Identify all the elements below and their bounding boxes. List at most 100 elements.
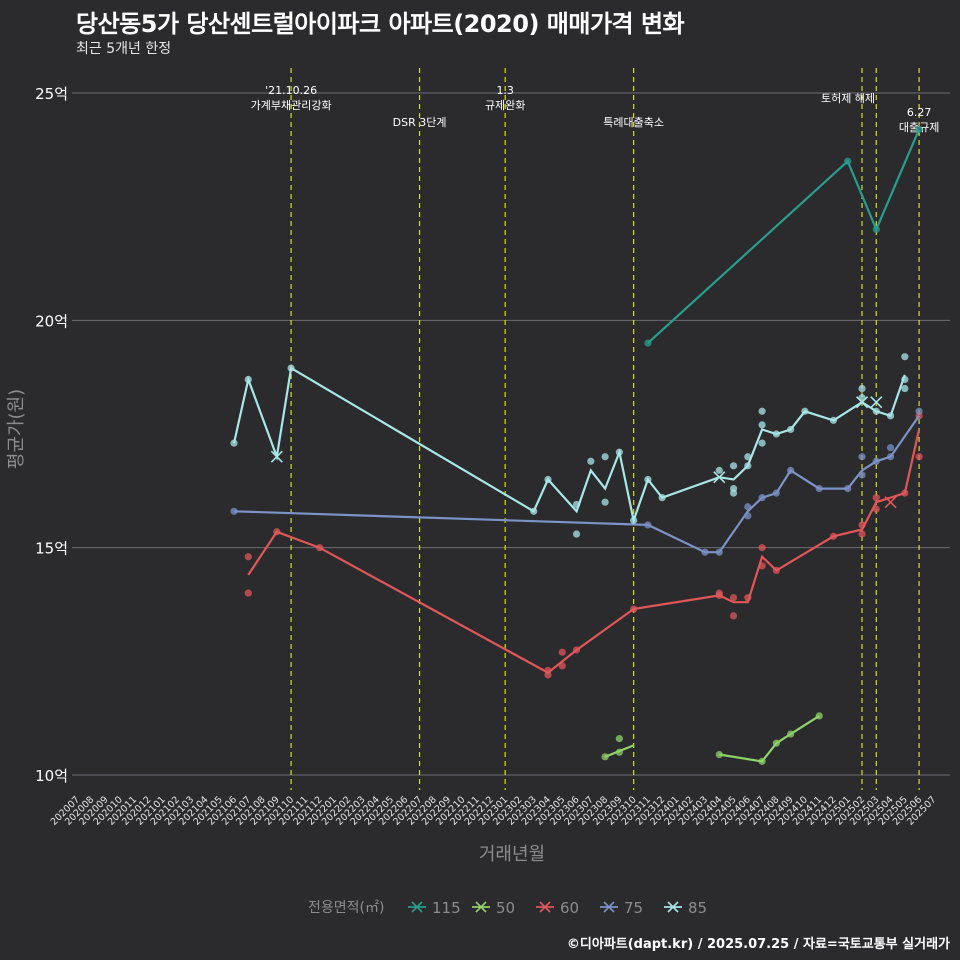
data-point <box>244 589 252 597</box>
data-point <box>801 407 809 415</box>
data-point <box>715 589 723 597</box>
data-point <box>886 444 895 452</box>
series-50 <box>601 712 823 765</box>
data-point <box>644 339 652 347</box>
data-point <box>772 430 780 438</box>
legend-item: 60 <box>536 899 579 917</box>
legend-swatch-cross <box>603 901 615 913</box>
data-point <box>758 439 766 447</box>
data-point <box>715 548 723 556</box>
data-point <box>772 739 780 747</box>
data-point <box>915 125 923 133</box>
event-label: 1.3 규제완화 <box>485 84 525 112</box>
data-point <box>615 748 623 756</box>
legend: 전용면적(㎡) 115 50 60 75 85 <box>308 899 707 917</box>
legend-title: 전용면적(㎡) <box>308 900 384 916</box>
data-point <box>886 412 895 420</box>
data-point <box>744 512 752 520</box>
data-point <box>758 544 766 552</box>
data-point <box>615 448 623 456</box>
chart-subtitle: 최근 5개년 한정 <box>76 41 172 57</box>
legend-label: 60 <box>560 899 579 917</box>
data-point <box>815 484 823 493</box>
data-point <box>701 548 709 556</box>
grid-layer <box>72 92 950 776</box>
data-point <box>758 562 766 570</box>
data-point <box>758 494 766 502</box>
data-point <box>544 475 552 484</box>
data-point <box>744 503 752 511</box>
data-point <box>758 757 766 765</box>
data-point <box>772 566 780 575</box>
data-point <box>829 416 838 424</box>
data-point <box>886 453 895 461</box>
data-point <box>901 384 909 393</box>
legend-item: 85 <box>664 899 707 917</box>
data-point <box>744 462 752 470</box>
data-point <box>630 605 638 613</box>
data-point <box>572 646 581 654</box>
data-point <box>858 453 866 461</box>
event-label: '21.10.26 가계부채관리강화 <box>251 84 332 112</box>
legend-swatch-cross <box>539 901 551 913</box>
data-point <box>587 457 595 465</box>
data-point <box>601 498 609 506</box>
event-label: 특례대출축소 <box>603 116 664 129</box>
data-point <box>287 364 295 372</box>
legend-item: 115 <box>408 899 461 917</box>
data-point <box>729 612 738 620</box>
series-75 <box>230 407 923 556</box>
data-point <box>872 407 880 415</box>
data-point <box>758 421 766 429</box>
data-point <box>772 489 780 497</box>
data-point <box>858 384 866 393</box>
legend-item: 50 <box>472 899 515 917</box>
data-point <box>273 528 281 536</box>
data-point <box>530 507 538 515</box>
data-point <box>715 466 723 474</box>
data-point <box>872 457 880 465</box>
data-point <box>244 553 252 561</box>
data-point <box>744 594 752 602</box>
data-point <box>872 505 880 513</box>
data-point <box>858 530 866 538</box>
data-point <box>558 648 566 656</box>
legend-label: 115 <box>432 899 461 917</box>
legend-swatch-cross <box>411 901 423 913</box>
cross-marker <box>884 496 897 509</box>
data-point <box>715 750 723 759</box>
data-point <box>630 516 638 524</box>
data-point <box>872 494 880 502</box>
legend-label: 75 <box>624 899 643 917</box>
data-point <box>787 730 795 738</box>
data-point <box>729 594 738 602</box>
y-tick-label: 15억 <box>35 540 68 558</box>
data-point <box>601 753 609 761</box>
y-axis-title: 평균가(원) <box>6 389 27 469</box>
legend-item: 75 <box>600 899 643 917</box>
cross-marker <box>713 471 726 484</box>
data-point <box>758 407 766 415</box>
data-point <box>572 500 581 509</box>
cross-marker <box>855 396 869 409</box>
legend-label: 50 <box>496 899 515 917</box>
data-point <box>601 453 609 461</box>
data-point <box>872 225 880 233</box>
data-point <box>729 462 738 470</box>
data-point <box>901 375 909 384</box>
series-60 <box>244 412 923 679</box>
y-tick-label: 10억 <box>35 767 68 785</box>
data-point <box>858 471 866 479</box>
data-point <box>658 494 666 502</box>
cross-marker <box>270 450 283 463</box>
series-line <box>247 429 921 675</box>
y-tick-label: 25억 <box>35 85 68 103</box>
legend-swatch-cross <box>667 901 679 913</box>
data-point <box>787 425 795 434</box>
data-point <box>230 507 238 515</box>
event-label: DSR 3단계 <box>393 116 447 129</box>
data-point <box>901 489 909 497</box>
x-axis-title: 거래년월 <box>479 844 545 865</box>
event-label: 토허제 해제 <box>821 91 875 105</box>
